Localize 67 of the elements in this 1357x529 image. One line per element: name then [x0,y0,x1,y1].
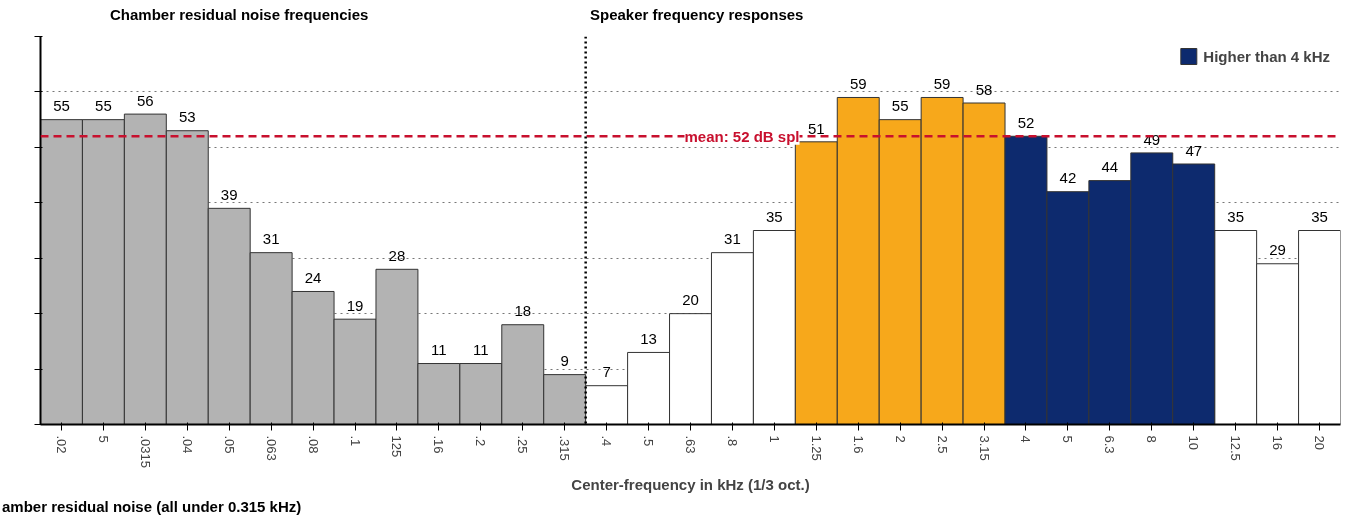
x-tick-label: .08 [305,435,321,454]
x-tick-label: 2 [892,435,908,443]
data-label: 44 [1101,158,1119,176]
x-tick-label: 5 [1060,435,1076,443]
x-tick-label: 5 [95,435,111,443]
x-tick-label: 20 [1312,435,1328,450]
x-tick-label: .1 [347,435,363,447]
data-label: 55 [95,97,112,115]
x-tick-label: .05 [221,435,237,454]
x-tick-label: 3.15 [976,435,992,461]
x-tick-label: 10 [1186,435,1202,450]
x-tick-label: 8 [1144,435,1160,443]
data-label: 28 [388,246,406,264]
data-label: 59 [933,75,951,93]
data-label: 58 [975,80,993,98]
x-tick-label: 1.6 [850,435,866,454]
data-label: 42 [1059,169,1077,187]
x-tick-label: .02 [53,435,69,454]
x-tick-label: .8 [724,435,740,447]
x-tick-label: .25 [515,435,531,454]
data-label: 55 [53,97,70,115]
x-tick-label: 12.5 [1228,435,1244,461]
data-label: 39 [220,186,238,204]
data-label: 19 [346,296,364,314]
data-label: 47 [1185,141,1203,159]
text: amber residual noise (all under 0.315 kHz) [2,497,302,517]
x-tick-label: .315 [557,435,573,461]
data-label: 55 [891,97,909,115]
text: Chamber residual noise frequencies [110,5,369,25]
data-label: 31 [262,230,280,248]
ref-line-label: mean: 52 dB spl [684,127,800,145]
data-label: 52 [1017,113,1035,131]
data-label: 51 [807,119,825,137]
data-label: 35 [766,208,783,226]
data-label: 20 [682,291,699,309]
data-label: 7 [602,363,611,381]
data-label: 53 [178,108,196,126]
data-label: 31 [724,230,741,248]
data-label: 11 [431,341,447,359]
x-tick-label: .0315 [137,435,153,469]
x-tick-label: .04 [179,435,195,454]
legend-label: Higher than 4 kHz [1203,47,1330,65]
x-tick-label: 16 [1270,435,1286,450]
x-tick-label: .4 [599,435,615,447]
data-label: 29 [1269,241,1286,259]
x-tick-label: 4 [1018,435,1034,443]
x-tick-label: 125 [389,435,405,458]
data-label: 35 [1227,208,1245,226]
x-tick-label: 1.25 [808,435,824,461]
data-label: 56 [137,91,154,109]
x-tick-label: .5 [641,435,657,447]
x-tick-label: .2 [473,435,489,447]
x-tick-label: 1 [766,435,782,443]
x-tick-label: 2.5 [934,435,950,454]
data-label: 11 [473,341,489,359]
x-axis-title: Center-frequency in kHz (1/3 oct.) [571,476,810,494]
data-label: 13 [640,330,657,348]
x-tick-label: .63 [683,435,698,454]
data-label: 59 [849,75,867,93]
data-label: 9 [560,352,569,370]
text: Speaker frequency responses [590,5,804,25]
data-label: 18 [514,302,532,320]
data-label: 35 [1311,208,1328,226]
x-tick-label: 6.3 [1102,435,1118,454]
x-tick-label: .063 [263,435,279,461]
data-label: 24 [304,269,322,287]
x-tick-label: .16 [431,435,447,454]
